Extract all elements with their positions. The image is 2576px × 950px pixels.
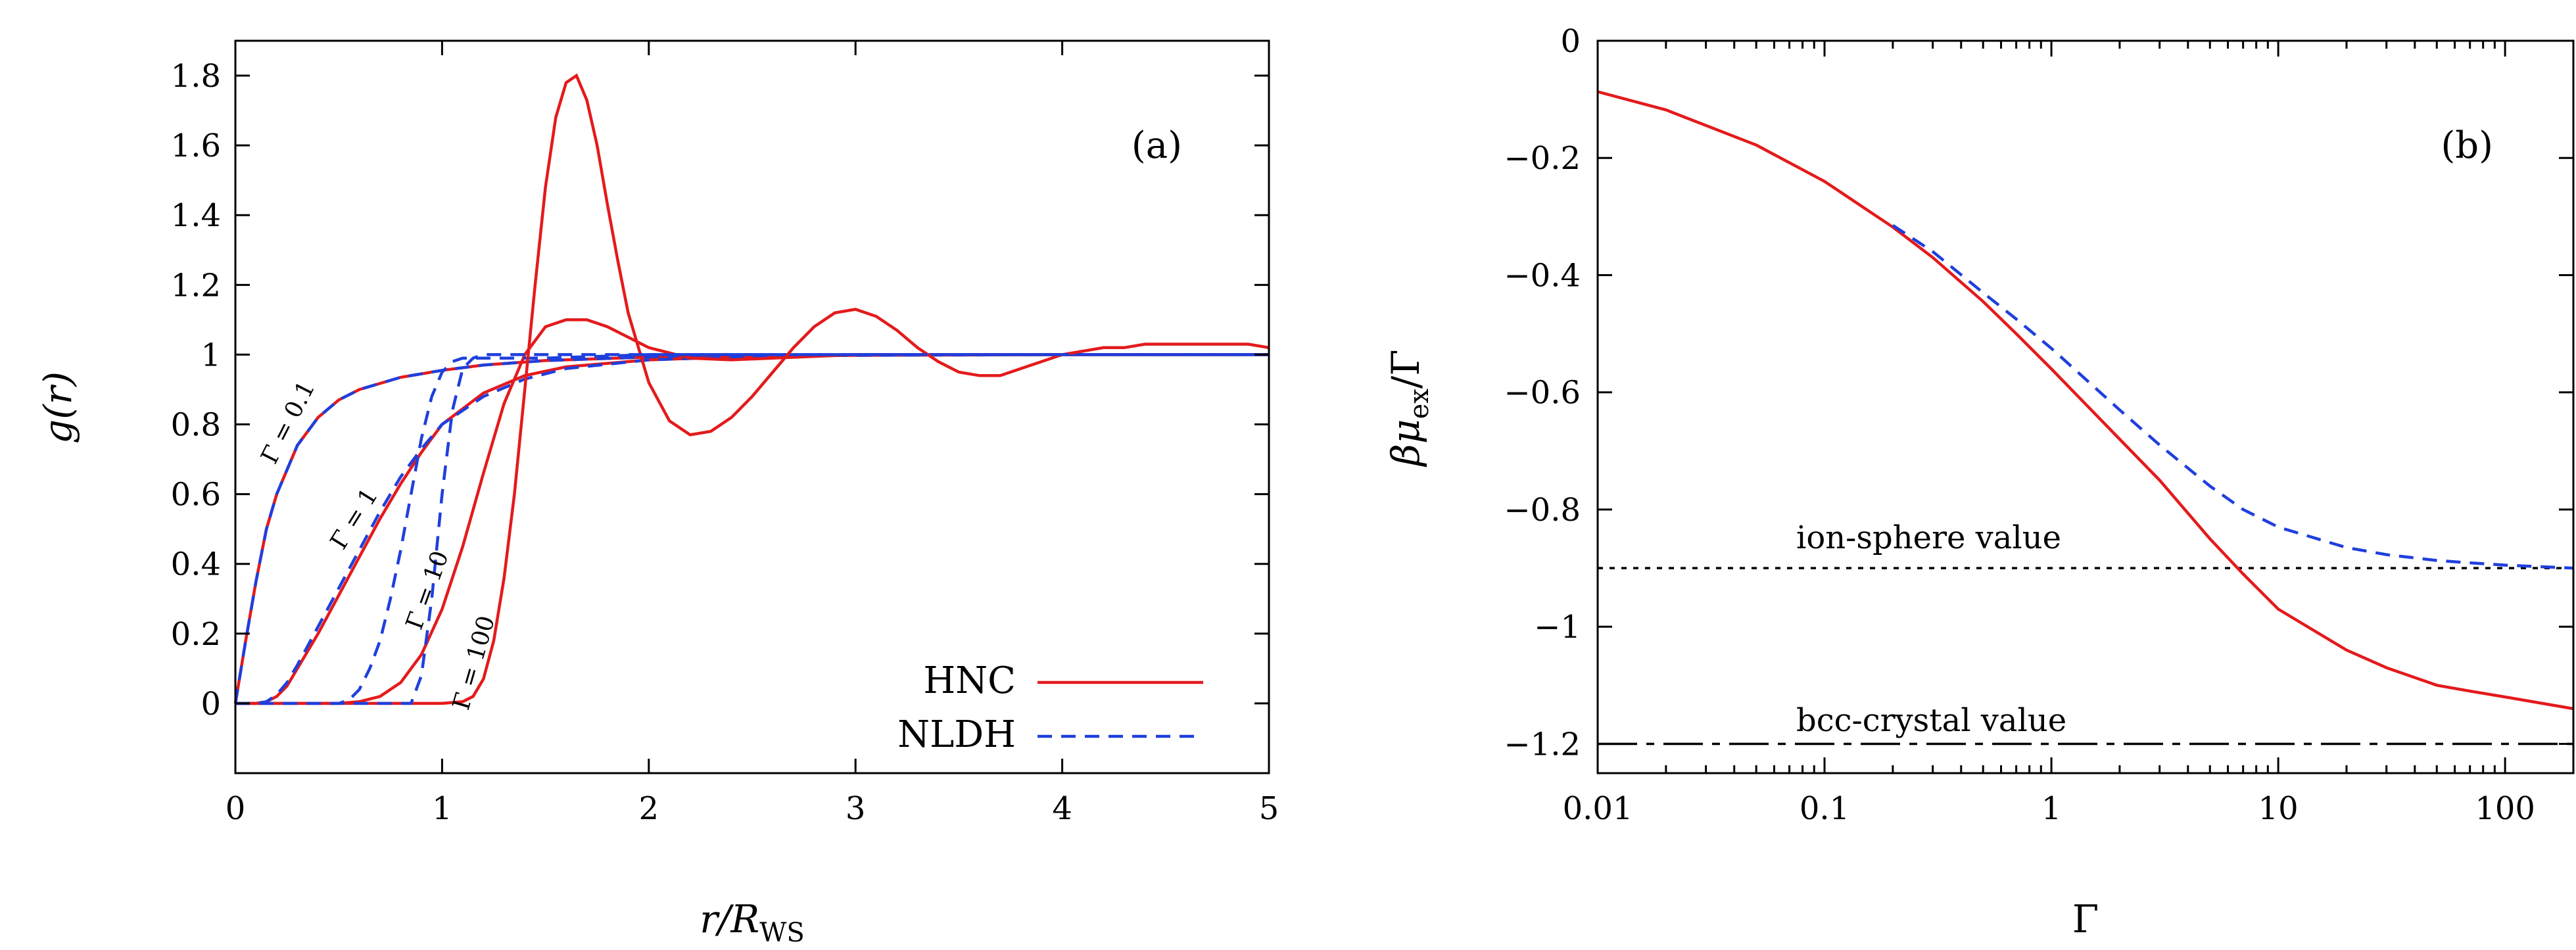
y-tick-label: 0.8 [171,407,221,444]
legend-label-nldh: NLDH [897,713,1016,756]
ion-sphere-label: ion-sphere value [1796,519,2061,556]
curve-label-gamma-0.1: Γ = 0.1 [256,377,320,468]
y-tick-label: −0.8 [1504,492,1581,529]
bcc-crystal-label: bcc-crystal value [1796,702,2066,739]
panel-b-frame [1596,39,2575,774]
panel-a-y-axis-label: g(r) [36,371,80,444]
series-line-nldh-3 [235,353,1269,705]
panel-a-frame [234,39,1270,774]
x-tick-label: 2 [639,790,659,827]
legend-label-hnc: HNC [923,659,1016,702]
series-line-nldh-5 [235,353,1269,705]
y-tick-label: 0.4 [171,546,221,583]
y-tick-label: 1 [201,337,221,373]
x-tick-label: 10 [2258,790,2299,827]
series-line-hnc-4 [235,318,1269,705]
panel-b-chart: 0.01 0.1 1 10 100 0 −0.2 −0.4 −0.6 −0.8 −1 −1.2 (b)… [1383,23,2575,941]
panel-a-legend: HNC NLDH [897,659,1203,756]
y-tick-label: 0 [1560,23,1581,60]
x-tick-label: 1 [2041,790,2062,827]
x-tick-label: 3 [846,790,866,827]
curve-label-gamma-10: Γ = 10 [401,548,454,633]
panel-b-x-axis-label: Γ [2072,897,2099,941]
y-tick-label: −1 [1534,609,1581,646]
series-line-nldh-7 [235,353,1269,705]
y-tick-label: 1.8 [171,58,221,95]
series-line-hnc-0 [233,353,1269,704]
y-tick-label: −0.4 [1504,257,1581,294]
x-tick-label: 0 [226,790,246,827]
series-line-hnc-2 [235,353,1269,705]
y-tick-label: −0.2 [1504,140,1581,177]
x-tick-label: 5 [1259,790,1279,827]
y-tick-label: 0 [201,686,221,723]
panel-b-label: (b) [2441,124,2493,167]
x-tick-label: 0.01 [1563,790,1633,827]
y-tick-label: −1.2 [1504,726,1581,763]
panel-b-y-axis-label: βμex/Γ [1383,349,1435,467]
x-tick-label: 100 [2475,790,2535,827]
y-tick-label: −0.6 [1504,375,1581,412]
panel-a-x-axis-label: r/RWS [700,897,804,948]
series-line-hnc-6 [235,73,1270,705]
y-tick-label: 0.2 [171,616,221,653]
y-tick-label: 1.6 [171,128,221,164]
panel-a-label: (a) [1132,124,1182,167]
x-tick-label: 1 [432,790,452,827]
series-line-nldh [1892,224,2574,570]
panel-a-chart: 0 1 2 3 4 5 0 0.2 0.4 0.6 0.8 1 1.2 1.4 1.6 1.8 (a) r/R… [36,39,1279,948]
x-tick-label: 0.1 [1800,790,1849,827]
y-tick-label: 1.2 [171,267,221,304]
series-line-nldh-1 [233,353,1269,704]
y-tick-label: 0.6 [171,477,221,513]
y-tick-label: 1.4 [171,197,221,234]
series-line-hnc [1597,90,2574,711]
curve-label-gamma-100: Γ = 100 [448,613,500,713]
x-tick-label: 4 [1052,790,1072,827]
